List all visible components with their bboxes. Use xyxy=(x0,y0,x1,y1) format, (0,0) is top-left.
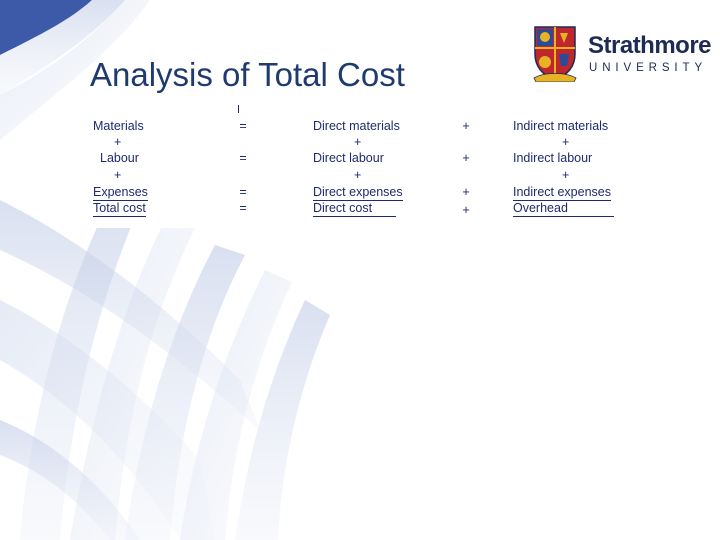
direct-materials: Direct materials xyxy=(313,119,400,133)
equals-sign: = xyxy=(239,201,247,215)
plus-sign: + xyxy=(562,135,570,149)
equals-sign: = xyxy=(239,119,247,133)
indirect-expenses: Indirect expenses xyxy=(513,185,611,201)
plus-sign: + xyxy=(354,135,362,149)
indirect-materials: Indirect materials xyxy=(513,119,609,133)
slide-title: Analysis of Total Cost xyxy=(90,56,405,93)
label-materials: Materials xyxy=(93,119,144,133)
plus-sign: + xyxy=(462,185,470,199)
plus-sign: + xyxy=(462,151,470,165)
label-expenses: Expenses xyxy=(93,185,148,201)
plus-sign: + xyxy=(462,119,470,133)
logo-subtitle: UNIVERSITY xyxy=(589,62,708,74)
equals-sign: = xyxy=(239,151,247,165)
overhead: Overhead xyxy=(513,201,614,217)
logo-name: Strathmore xyxy=(588,32,712,59)
strathmore-university-logo: Strathmore UNIVERSITY xyxy=(530,24,712,84)
decorative-tick xyxy=(238,105,239,113)
label-total-cost: Total cost xyxy=(93,201,146,217)
direct-cost: Direct cost xyxy=(313,201,397,217)
label-labour: Labour xyxy=(100,151,139,165)
equals-sign: = xyxy=(239,185,247,199)
plus-sign: + xyxy=(114,135,122,149)
direct-expenses: Direct expenses xyxy=(313,185,403,201)
indirect-labour: Indirect labour xyxy=(513,151,593,165)
total-cost-analysis-table: Materials = Direct materials + Indirect … xyxy=(86,105,636,228)
plus-sign: + xyxy=(562,168,570,182)
university-crest-icon xyxy=(533,26,577,82)
plus-sign: + xyxy=(114,168,122,182)
direct-labour: Direct labour xyxy=(313,151,384,165)
plus-sign: + xyxy=(354,168,362,182)
plus-sign: + xyxy=(462,203,470,217)
